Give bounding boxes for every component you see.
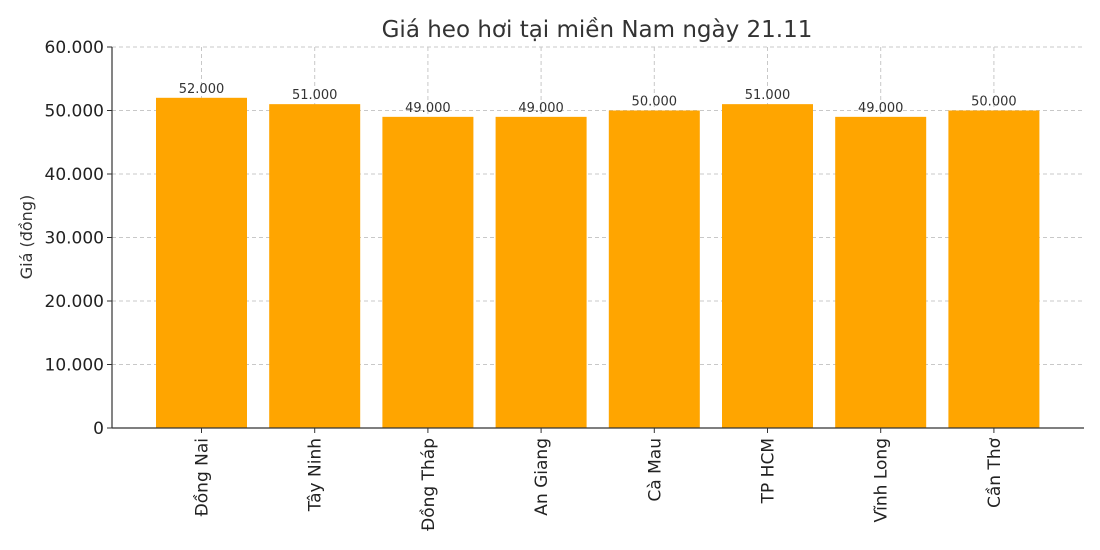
y-axis-label: Giá (đồng): [17, 195, 36, 279]
data-label: 50.000: [971, 95, 1017, 110]
x-tick-label: Cần Thơ: [984, 437, 1005, 508]
data-label: 49.000: [858, 101, 904, 116]
x-tick-label: An Giang: [532, 438, 552, 516]
y-tick-label: 0: [93, 419, 104, 439]
chart-title: Giá heo hơi tại miền Nam ngày 21.11: [382, 17, 813, 43]
data-label: 50.000: [632, 95, 678, 110]
data-label: 51.000: [745, 88, 791, 103]
data-label: 49.000: [405, 101, 451, 116]
y-tick-label: 60.000: [45, 38, 104, 58]
x-tick-label: Cà Mau: [645, 438, 665, 502]
bar: [269, 104, 361, 429]
grid: [112, 46, 1084, 428]
y-tick-label: 20.000: [45, 292, 104, 312]
y-tick-label: 10.000: [45, 356, 104, 376]
data-label: 52.000: [179, 82, 225, 97]
data-label: 49.000: [518, 101, 564, 116]
x-tick-label: Đồng Nai: [192, 438, 213, 516]
data-labels: 52.000 51.000 49.000 49.000 50.000 51.000 49.0…: [179, 82, 1017, 116]
y-tick-label: 40.000: [45, 165, 104, 185]
x-tick-label: TP HCM: [759, 438, 779, 504]
x-tick-label: Vĩnh Long: [872, 438, 892, 522]
bars: [156, 97, 1040, 429]
bar: [156, 97, 247, 429]
y-tick-label: 30.000: [45, 229, 104, 249]
bar: [495, 116, 587, 428]
x-tick-label: Đồng Tháp: [418, 438, 439, 531]
y-axis-ticks: 0 10.000 20.000 30.000 40.000 50.000 60.000: [45, 38, 112, 439]
bar: [382, 116, 474, 428]
x-tick-label: Tây Ninh: [306, 438, 326, 512]
x-axis-ticks: Đồng Nai Tây Ninh Đồng Tháp An Giang Cà Mau T…: [192, 428, 1005, 531]
bar: [608, 110, 700, 428]
y-tick-label: 50.000: [45, 102, 104, 122]
bar: [722, 104, 813, 429]
bar: [835, 116, 927, 428]
data-label: 51.000: [292, 88, 338, 103]
bar: [948, 110, 1040, 428]
